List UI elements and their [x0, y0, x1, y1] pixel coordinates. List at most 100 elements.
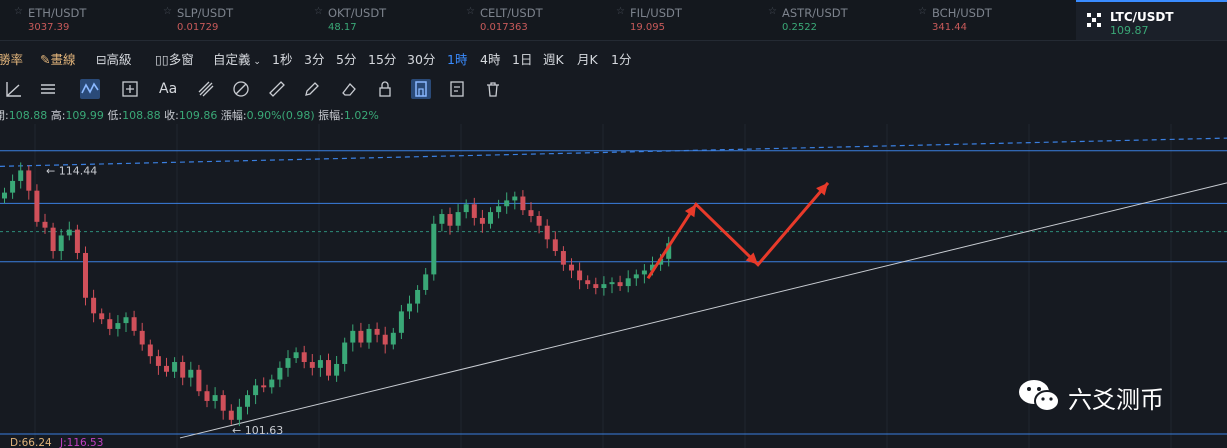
candle-body [496, 206, 502, 213]
candles [2, 162, 672, 427]
candle-body [172, 362, 178, 372]
candle-body [528, 210, 534, 216]
star-icon[interactable]: ☆ [163, 6, 172, 17]
parallel-lines-icon[interactable] [38, 79, 58, 99]
ticker-astr[interactable]: ☆ ASTR/USDT 0.2522 [768, 0, 918, 40]
j-indicator: J:116.53 [59, 437, 103, 448]
high-value: 109.99 [65, 109, 104, 122]
multi-window-label: 多窗 [168, 52, 194, 67]
candle-body [374, 328, 380, 335]
ruler-icon[interactable] [267, 79, 287, 99]
magnet-icon[interactable] [411, 79, 431, 99]
ticker-price: 341.44 [932, 22, 967, 33]
text-icon[interactable]: Aa [159, 81, 178, 97]
candle-body [115, 323, 121, 329]
interval-5m[interactable]: 5分 [336, 52, 357, 67]
upper-dashed-trendline [0, 137, 1227, 167]
candle-body [253, 385, 259, 396]
pencil-icon[interactable] [302, 79, 322, 99]
low-value: 108.88 [122, 109, 161, 122]
candle-body [301, 352, 307, 363]
ticker-eth[interactable]: ☆ ETH/USDT 3037.39 [14, 0, 164, 40]
low-label: 低: [107, 109, 123, 122]
candle-body [212, 395, 218, 401]
ticker-okt[interactable]: ☆ OKT/USDT 48.17 [314, 0, 464, 40]
ticker-ltc[interactable]: LTC/USDT 109.87 [1076, 0, 1227, 40]
drawing-toolbar: Aa [0, 74, 1227, 104]
advanced-button[interactable]: ⊟高級 [96, 52, 132, 67]
star-icon[interactable]: ☆ [314, 6, 323, 17]
candlestick-chart[interactable]: ← 114.44 ← 101.63 D:66.24 J:116.53 [0, 124, 1227, 448]
candle-body [358, 330, 364, 343]
wave-icon[interactable] [80, 79, 100, 99]
interval-4h[interactable]: 4時 [480, 52, 501, 67]
ticker-symbol: CELT/USDT [480, 6, 543, 20]
ticker-fil[interactable]: ☆ FIL/USDT 19.095 [616, 0, 766, 40]
ticker-price: 48.17 [328, 22, 357, 33]
price-markers: ← 114.44 ← 101.63 [46, 164, 283, 436]
advanced-label: 高級 [106, 52, 132, 67]
interval-1m[interactable]: 1分 [611, 52, 632, 67]
ticker-symbol: BCH/USDT [932, 6, 992, 20]
custom-dropdown[interactable]: 自定義 ⌄ [213, 49, 261, 68]
candle-body [18, 170, 24, 181]
candle-body [123, 317, 129, 324]
open-label: 開: [0, 109, 9, 122]
candle-body [641, 270, 647, 275]
lock-icon[interactable] [375, 79, 395, 99]
interval-15m[interactable]: 15分 [368, 52, 397, 67]
candle-body [309, 362, 315, 368]
candle-body [220, 395, 226, 411]
candle-body [455, 212, 461, 226]
candle-body [601, 284, 607, 289]
candle-body [488, 212, 493, 224]
candle-body [569, 264, 574, 271]
measure-icon[interactable] [231, 79, 251, 99]
interval-1w[interactable]: 週K [543, 52, 564, 67]
draw-toggle-button[interactable]: ✎畫線 [40, 52, 76, 67]
amplitude-label: 振幅: [318, 109, 344, 122]
candle-body [415, 289, 421, 304]
ticker-slp[interactable]: ☆ SLP/USDT 0.01729 [163, 0, 313, 40]
interval-1h[interactable]: 1時 [447, 52, 468, 67]
candle-body [536, 215, 542, 226]
eraser-icon[interactable] [339, 79, 359, 99]
candle-body [10, 180, 16, 193]
candle-body [609, 282, 615, 285]
candle-body [326, 360, 331, 376]
star-icon[interactable]: ☆ [768, 6, 777, 17]
star-icon[interactable]: ☆ [466, 6, 475, 17]
candle-body [617, 282, 623, 287]
interval-1s[interactable]: 1秒 [272, 52, 293, 67]
candle-body [350, 330, 356, 343]
ticker-symbol: LTC/USDT [1110, 10, 1174, 24]
ticker-bch[interactable]: ☆ BCH/USDT 341.44 [918, 0, 1068, 40]
watermark-text: 六爻测币 [1068, 386, 1164, 414]
candle-body [431, 223, 437, 275]
ticker-symbol: ASTR/USDT [782, 6, 848, 20]
interval-3m[interactable]: 3分 [304, 52, 325, 67]
star-icon[interactable]: ☆ [918, 6, 927, 17]
amplitude-value: 1.02% [343, 109, 379, 122]
trendline-icon[interactable] [4, 79, 24, 99]
ticker-symbol: OKT/USDT [328, 6, 387, 20]
ticker-price: 0.2522 [782, 22, 817, 33]
candle-body [552, 239, 558, 252]
interval-30m[interactable]: 30分 [407, 52, 436, 67]
candle-body [245, 395, 250, 407]
crosshair-box-icon[interactable] [120, 79, 140, 99]
candle-body [382, 334, 388, 345]
candle-body [650, 264, 655, 271]
trendlines [0, 137, 1227, 439]
interval-1d[interactable]: 1日 [512, 52, 533, 67]
interval-1mon[interactable]: 月K [577, 52, 598, 67]
star-icon[interactable]: ☆ [14, 6, 23, 17]
multi-window-button[interactable]: ▯▯多窗 [155, 52, 194, 67]
brush-icon[interactable] [196, 79, 216, 99]
star-icon[interactable]: ☆ [616, 6, 625, 17]
fee-rate-tab[interactable]: 勝率 [0, 52, 24, 67]
ticker-celt[interactable]: ☆ CELT/USDT 0.017363 [466, 0, 616, 40]
trash-icon[interactable] [483, 79, 503, 99]
note-icon[interactable] [447, 79, 467, 99]
candle-body [91, 297, 97, 314]
